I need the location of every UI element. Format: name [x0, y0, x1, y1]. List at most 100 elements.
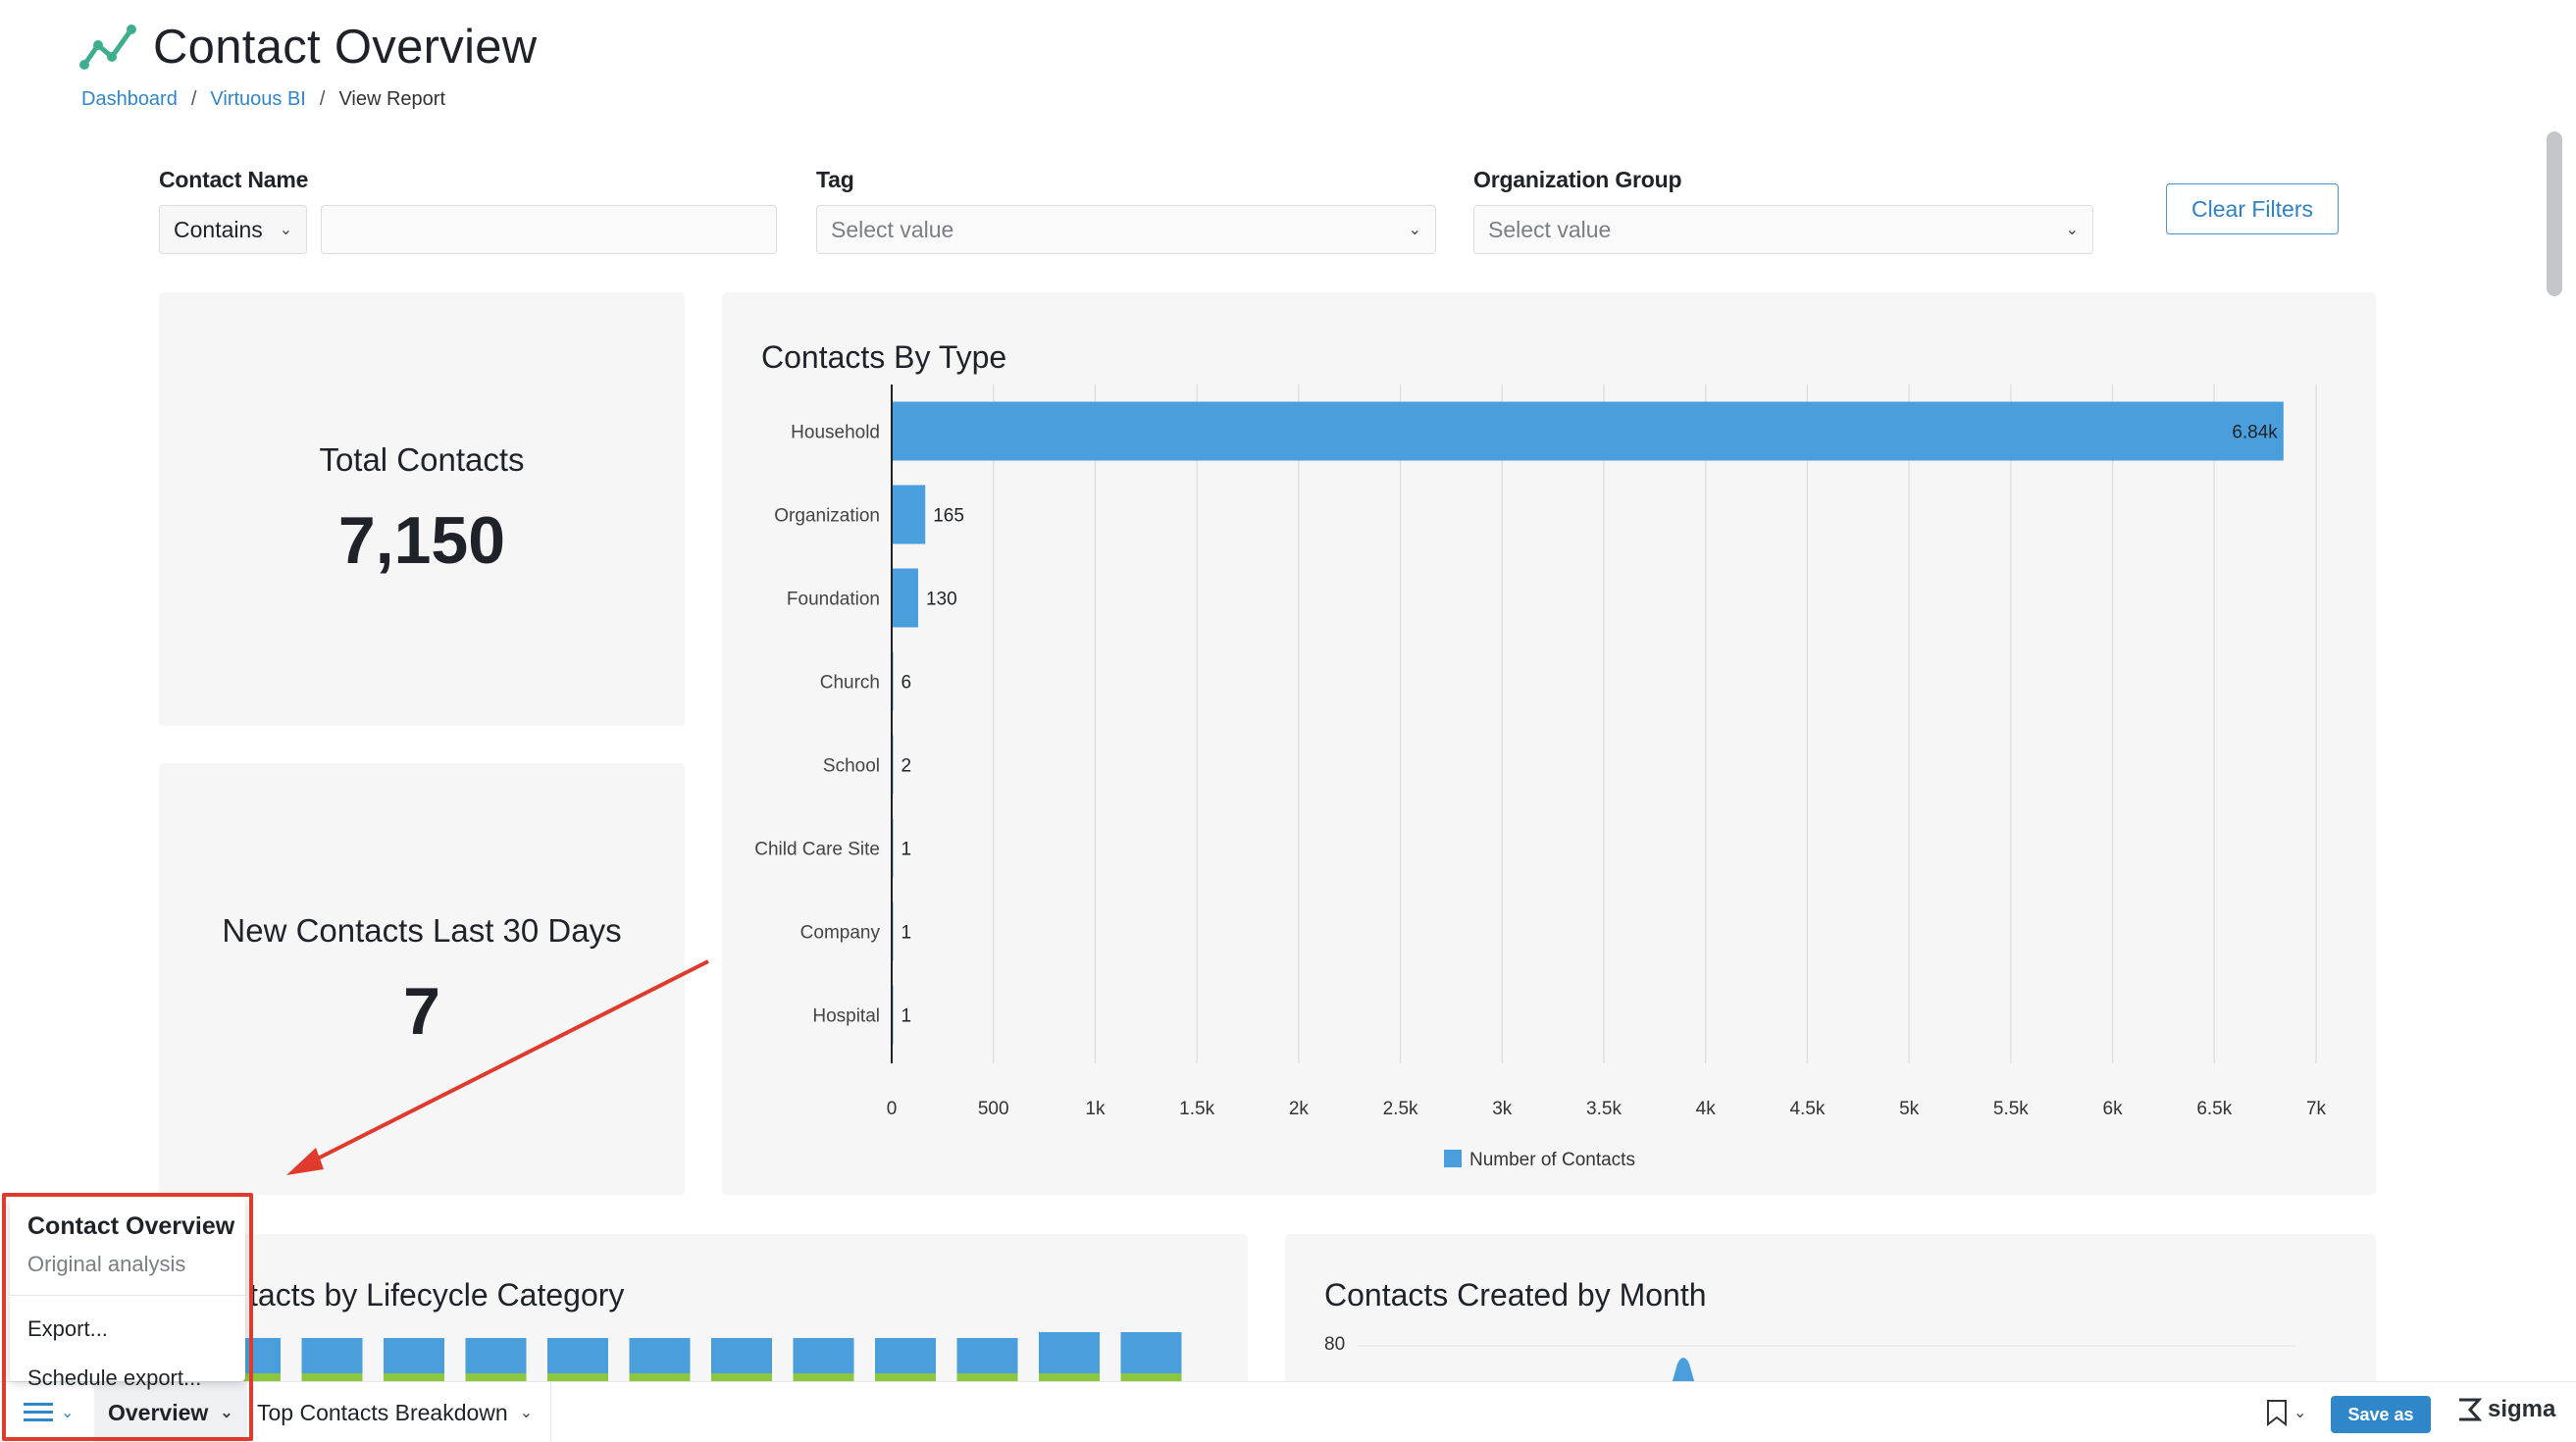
- breadcrumb-separator: /: [319, 88, 326, 110]
- new-contacts-value: 7: [403, 974, 440, 1049]
- lifecycle-bar-segment: [956, 1373, 1018, 1383]
- lifecycle-chart-title: tacts by Lifecycle Category: [249, 1277, 625, 1313]
- clear-filters-button[interactable]: Clear Filters: [2166, 183, 2339, 234]
- chevron-down-icon: ⌄: [2293, 1405, 2307, 1421]
- lifecycle-bar-segment: [875, 1373, 936, 1383]
- sigma-logo-icon: [2459, 1398, 2482, 1421]
- breadcrumb-virtuous-bi[interactable]: Virtuous BI: [210, 88, 306, 110]
- category-label: Household: [791, 423, 880, 443]
- org-group-filter: Organization Group Select value ⌄: [1473, 167, 2093, 254]
- contacts-by-type-chart: 0 500 1k 1.5k 2k 2.5k 3k 3.5k 4k 4.5k 5k 5.5k 6k 6.5k…: [754, 385, 2327, 1170]
- x-tick-label: 2k: [1289, 1099, 1310, 1119]
- category-label: Foundation: [787, 590, 880, 610]
- lifecycle-bar-segment: [465, 1373, 527, 1383]
- tag-label: Tag: [816, 167, 854, 192]
- contact-name-input[interactable]: [321, 205, 777, 254]
- lifecycle-bar-segment: [711, 1373, 772, 1383]
- new-contacts-card: New Contacts Last 30 Days 7: [159, 763, 685, 1195]
- contacts-by-type-card: Contacts By Type 0 500 1k 1.5k 2k 2.5k 3k 3.5k 4…: [722, 292, 2376, 1195]
- bar: [892, 485, 926, 544]
- x-tick-label: 2.5k: [1383, 1099, 1418, 1119]
- data-label: 1: [902, 923, 912, 944]
- tab-top-contacts-label: Top Contacts Breakdown: [257, 1399, 508, 1425]
- overview-menu-popup: Contact Overview Original analysis Expor…: [10, 1197, 245, 1390]
- tag-filter: Tag Select value ⌄: [816, 167, 1436, 254]
- x-tick-label: 5.5k: [1993, 1099, 2029, 1119]
- page-title: Contact Overview: [153, 21, 538, 74]
- bottom-bar: ⌄ Overview ⌄ Top Contacts Breakdown ⌄ ⌄ …: [0, 1381, 2576, 1442]
- monthly-chart-title: Contacts Created by Month: [1324, 1277, 1707, 1313]
- total-contacts-card: Total Contacts 7,150: [159, 292, 685, 726]
- lifecycle-bar-segment: [793, 1373, 854, 1383]
- data-label: 130: [926, 590, 957, 610]
- x-tick-label: 1k: [1085, 1099, 1106, 1119]
- chevron-down-icon: ⌄: [279, 222, 293, 238]
- x-tick-label: 3.5k: [1586, 1099, 1622, 1119]
- line-chart-logo-icon: [79, 25, 136, 70]
- bookmark-icon: [2267, 1400, 2287, 1426]
- bookmark-button[interactable]: ⌄: [2266, 1382, 2306, 1442]
- popup-divider: [10, 1295, 245, 1296]
- tab-top-contacts-breakdown[interactable]: Top Contacts Breakdown ⌄: [257, 1382, 552, 1442]
- chevron-down-icon: ⌄: [61, 1405, 75, 1421]
- chevron-down-icon: ⌄: [1408, 222, 1421, 238]
- chevron-down-icon: ⌄: [519, 1405, 534, 1421]
- org-group-select[interactable]: Select value ⌄: [1473, 205, 2093, 254]
- bar: [892, 568, 918, 628]
- lifecycle-bar-segment: [629, 1373, 691, 1383]
- x-tick-label: 4k: [1696, 1099, 1717, 1119]
- contact-name-label: Contact Name: [159, 167, 309, 192]
- export-menu-item[interactable]: Export...: [27, 1316, 108, 1341]
- popup-subtitle: Original analysis: [27, 1252, 186, 1276]
- breadcrumb-dashboard[interactable]: Dashboard: [81, 88, 178, 110]
- lifecycle-bar-segment: [384, 1373, 444, 1383]
- x-tick-label: 6k: [2103, 1099, 2124, 1119]
- lifecycle-bar-segment: [1039, 1373, 1100, 1383]
- scrollbar-thumb[interactable]: [2547, 131, 2562, 296]
- lifecycle-chart: [220, 1332, 1182, 1383]
- data-label: 1: [902, 840, 912, 860]
- lifecycle-bar: [1120, 1332, 1182, 1381]
- save-as-button[interactable]: Save as: [2331, 1396, 2431, 1433]
- data-label: 2: [902, 756, 912, 777]
- new-contacts-label: New Contacts Last 30 Days: [222, 912, 622, 949]
- total-contacts-label: Total Contacts: [319, 441, 525, 478]
- tab-overview-label: Overview: [108, 1399, 209, 1425]
- lifecycle-bar-segment: [301, 1373, 363, 1383]
- x-tick-label: 0: [887, 1099, 898, 1119]
- chevron-down-icon: ⌄: [2065, 222, 2079, 238]
- data-label: 6.84k: [2232, 423, 2278, 443]
- operator-value: Contains: [174, 216, 263, 242]
- data-label: 1: [902, 1006, 912, 1027]
- contact-name-operator-select[interactable]: Contains ⌄: [159, 205, 308, 254]
- category-label: Church: [820, 673, 880, 694]
- lifecycle-card: tacts by Lifecycle Category: [159, 1234, 1248, 1391]
- monthly-card: Contacts Created by Month 80: [1285, 1234, 2376, 1391]
- popup-title: Contact Overview: [27, 1212, 235, 1240]
- chevron-down-icon: ⌄: [220, 1405, 233, 1421]
- tag-select[interactable]: Select value ⌄: [816, 205, 1436, 254]
- org-group-placeholder: Select value: [1488, 216, 1612, 242]
- lifecycle-bar-segment: [547, 1373, 608, 1383]
- x-tick-label: 6.5k: [2196, 1099, 2232, 1119]
- tab-overview[interactable]: Overview ⌄: [94, 1382, 247, 1442]
- sigma-brand-text: sigma: [2488, 1396, 2556, 1422]
- bar: [892, 401, 2284, 461]
- category-label: Hospital: [812, 1006, 880, 1027]
- monthly-y-tick: 80: [1324, 1334, 1346, 1355]
- x-tick-label: 3k: [1492, 1099, 1513, 1119]
- org-group-label: Organization Group: [1473, 167, 1682, 192]
- lifecycle-bar-segment: [1120, 1373, 1182, 1383]
- menu-icon: [24, 1403, 53, 1421]
- breadcrumb: Dashboard / Virtuous BI / View Report: [81, 88, 445, 111]
- schedule-export-menu-item[interactable]: Schedule export...: [27, 1365, 202, 1390]
- tag-placeholder: Select value: [831, 216, 954, 242]
- data-label: 6: [902, 673, 912, 694]
- scrollbar-track[interactable]: [2541, 118, 2566, 1373]
- breadcrumb-current: View Report: [338, 88, 446, 110]
- category-label: School: [823, 756, 880, 777]
- monthly-chart: [1358, 1345, 2295, 1391]
- sigma-brand: sigma: [2456, 1396, 2555, 1423]
- menu-button[interactable]: ⌄: [24, 1382, 74, 1442]
- breadcrumb-separator: /: [190, 88, 197, 110]
